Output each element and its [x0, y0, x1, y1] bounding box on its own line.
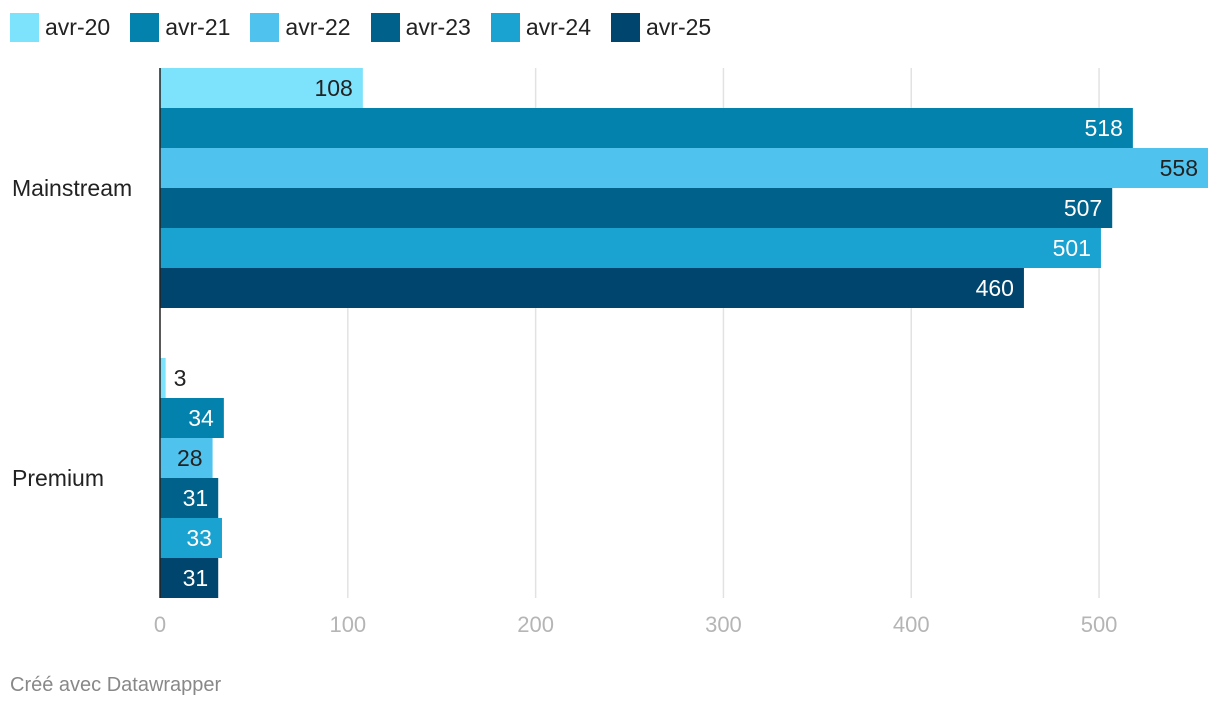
bar: [160, 478, 219, 518]
x-tick-label: 0: [154, 612, 166, 637]
legend-swatch: [250, 12, 280, 42]
legend-item: avr-23: [370, 12, 471, 42]
bar-value-label: 501: [1053, 235, 1091, 261]
legend-swatch: [611, 12, 641, 42]
x-tick-label: 100: [329, 612, 366, 637]
legend-swatch: [490, 12, 520, 42]
bar-value-label: 460: [976, 275, 1014, 301]
legend-item: avr-22: [250, 12, 351, 42]
x-tick-label: 400: [893, 612, 930, 637]
legend-label: avr-21: [165, 13, 231, 40]
chart-legend: avr-20 avr-21 avr-22 avr-23 avr-24 avr-25: [10, 12, 731, 42]
bar: [160, 398, 224, 438]
bar-value-label: 31: [183, 485, 209, 511]
category-label: Premium: [12, 465, 104, 491]
legend-swatch: [130, 12, 160, 42]
legend-item: avr-24: [490, 12, 592, 42]
legend-label: avr-25: [646, 13, 712, 40]
bar-value-label: 108: [314, 75, 352, 101]
legend-label: avr-24: [525, 13, 592, 40]
category-label: Mainstream: [12, 175, 132, 201]
legend-swatch: [10, 12, 39, 42]
bar-value-label: 31: [183, 565, 209, 591]
credit-text: Créé avec Datawrapper: [10, 674, 222, 696]
bar: [160, 358, 166, 398]
legend-label: avr-20: [45, 13, 111, 40]
bar: [160, 188, 1113, 228]
bar: [160, 108, 1133, 148]
bar-value-label: 34: [188, 405, 214, 431]
x-tick-label: 300: [705, 612, 742, 637]
bar: [160, 228, 1101, 268]
bar-value-label: 558: [1160, 155, 1198, 181]
bar: [160, 558, 219, 598]
bar-value-label: 33: [186, 525, 212, 551]
x-tick-label: 500: [1081, 612, 1118, 637]
bar-value-label: 518: [1084, 115, 1122, 141]
bar: [160, 438, 213, 478]
bar-value-label: 507: [1064, 195, 1102, 221]
legend-item: avr-20: [10, 12, 111, 42]
bar: [160, 68, 363, 108]
legend-label: avr-22: [285, 13, 351, 40]
bar: [160, 518, 222, 558]
bar-value-label: 3: [174, 365, 187, 391]
bar: [160, 268, 1024, 308]
bar: [160, 148, 1208, 188]
legend-swatch: [370, 12, 400, 42]
bar-value-label: 28: [177, 445, 203, 471]
legend-item: avr-25: [611, 12, 712, 42]
x-tick-label: 200: [517, 612, 554, 637]
legend-label: avr-23: [405, 13, 471, 40]
legend-item: avr-21: [130, 12, 231, 42]
